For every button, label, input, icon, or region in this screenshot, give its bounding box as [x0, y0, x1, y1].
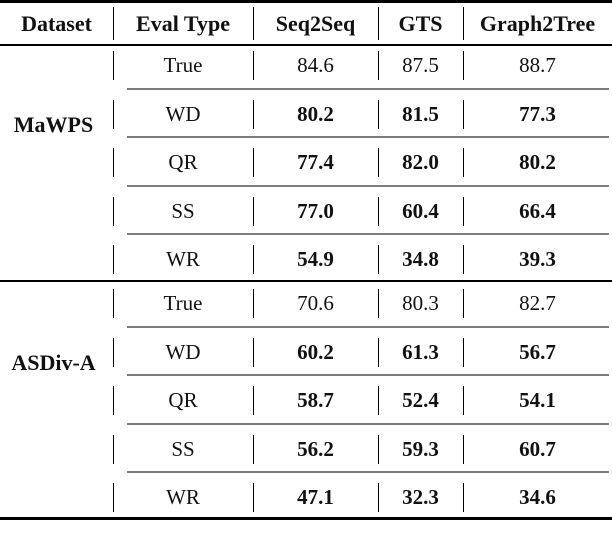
dataset-cell: [0, 143, 114, 182]
seq2seq-value: 47.1: [253, 478, 379, 517]
dataset-cell: [0, 46, 114, 85]
table-row: WD 80.2 81.5 77.3: [0, 95, 612, 134]
table-bottom-rule: [0, 517, 612, 520]
row-separator: [0, 374, 612, 381]
graph2tree-value: 66.4: [519, 198, 556, 223]
gts-value: 81.5: [378, 95, 464, 134]
graph2tree-value: 54.1: [519, 388, 556, 412]
row-separator: [0, 471, 612, 478]
column-header-graph2tree: Graph2Tree: [479, 10, 596, 36]
eval-type-cell: WD: [113, 95, 254, 134]
row-separator: [0, 87, 612, 95]
seq2seq-value: 56.2: [253, 430, 379, 469]
gts-value: 82.0: [378, 143, 464, 182]
table-row: SS 77.0 60.4 66.4: [0, 192, 612, 231]
dataset-cell: [0, 478, 114, 517]
graph2tree-value: 82.7: [519, 291, 556, 315]
table-header-row: Dataset Eval Type Seq2Seq GTS Graph2Tree: [0, 3, 612, 44]
table-row: WD 60.2 61.3 56.7: [0, 333, 612, 372]
gts-value: 34.8: [378, 240, 464, 279]
eval-type-cell: WR: [113, 240, 254, 279]
column-header-seq2seq: Seq2Seq: [253, 3, 379, 44]
seq2seq-value: 54.9: [253, 240, 379, 279]
eval-type-cell: SS: [113, 430, 254, 469]
gts-value: 60.4: [378, 192, 464, 231]
column-header-dataset: Dataset: [0, 3, 114, 44]
table-top-rule: [0, 0, 612, 3]
graph2tree-value: 77.3: [519, 101, 556, 126]
section-asdiv-a: ASDiv-A True 70.6 80.3 82.7 WD 60.2 61.3…: [0, 284, 612, 517]
dataset-cell: [0, 381, 114, 420]
seq2seq-value: 80.2: [253, 95, 379, 134]
graph2tree-value: 56.7: [519, 339, 556, 364]
seq2seq-value: 77.4: [253, 143, 379, 182]
seq2seq-value: 60.2: [253, 333, 379, 372]
column-header-gts: GTS: [378, 3, 464, 44]
gts-value: 61.3: [378, 333, 464, 372]
row-separator: [0, 184, 612, 192]
section-divider-rule: [0, 280, 612, 284]
table-row: SS 56.2 59.3 60.7: [0, 430, 612, 469]
dataset-cell: [0, 430, 114, 469]
eval-type-cell: True: [113, 46, 254, 85]
eval-type-cell: QR: [113, 381, 254, 420]
gts-value: 32.3: [378, 478, 464, 517]
dataset-label-asdiv-a: ASDiv-A: [11, 350, 96, 375]
graph2tree-value: 88.7: [519, 53, 556, 77]
row-separator: [0, 325, 612, 333]
eval-type-cell: SS: [113, 192, 254, 231]
dataset-label-mawps: MaWPS: [13, 112, 94, 137]
column-header-eval-type: Eval Type: [113, 3, 254, 44]
table-row: True 70.6 80.3 82.7: [0, 284, 612, 323]
dataset-cell: [0, 240, 114, 279]
row-separator: [0, 233, 612, 240]
row-separator: [0, 422, 612, 430]
gts-value: 59.3: [378, 430, 464, 469]
table-row: True 84.6 87.5 88.7: [0, 46, 612, 85]
graph2tree-value: 80.2: [519, 150, 556, 174]
seq2seq-value: 58.7: [253, 381, 379, 420]
seq2seq-value: 70.6: [253, 284, 379, 323]
eval-type-cell: QR: [113, 143, 254, 182]
dataset-cell: [0, 95, 114, 134]
header-bottom-rule: [0, 44, 612, 46]
graph2tree-value: 34.6: [519, 485, 556, 509]
gts-value: 87.5: [378, 46, 464, 85]
dataset-cell: [0, 192, 114, 231]
gts-value: 80.3: [378, 284, 464, 323]
dataset-cell: [0, 284, 114, 323]
row-separator: [0, 136, 612, 143]
gts-value: 52.4: [378, 381, 464, 420]
table-row: WR 47.1 32.3 34.6: [0, 478, 612, 517]
seq2seq-value: 84.6: [253, 46, 379, 85]
eval-type-cell: True: [113, 284, 254, 323]
graph2tree-value: 39.3: [519, 247, 556, 271]
graph2tree-value: 60.7: [519, 436, 556, 461]
eval-type-cell: WD: [113, 333, 254, 372]
section-mawps: MaWPS True 84.6 87.5 88.7 WD 80.2 81.5 7…: [0, 46, 612, 279]
table-row: QR 77.4 82.0 80.2: [0, 143, 612, 182]
seq2seq-value: 77.0: [253, 192, 379, 231]
eval-type-cell: WR: [113, 478, 254, 517]
table-row: QR 58.7 52.4 54.1: [0, 381, 612, 420]
dataset-cell: [0, 333, 114, 372]
table-row: WR 54.9 34.8 39.3: [0, 240, 612, 279]
